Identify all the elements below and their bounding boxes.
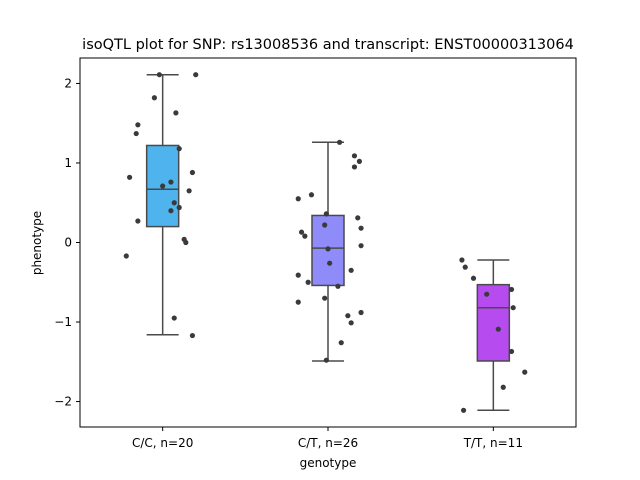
data-point <box>135 218 141 224</box>
data-point <box>295 272 301 278</box>
data-point <box>508 286 515 293</box>
data-point <box>510 305 516 311</box>
data-point <box>327 260 333 266</box>
data-point <box>522 369 528 375</box>
data-point <box>123 253 129 259</box>
data-point <box>355 215 361 221</box>
data-point <box>183 239 189 246</box>
data-point <box>295 299 301 305</box>
y-tick-label: 2 <box>64 76 72 90</box>
y-tick-label: 0 <box>64 236 72 250</box>
data-point <box>460 407 467 413</box>
data-point <box>186 188 192 194</box>
data-point <box>173 110 179 116</box>
data-point <box>133 130 139 137</box>
data-point <box>358 225 364 231</box>
data-point <box>168 179 174 185</box>
data-point <box>348 320 354 326</box>
y-tick-label: −1 <box>54 315 72 329</box>
data-point <box>168 208 174 214</box>
data-point <box>127 174 133 180</box>
data-point <box>298 229 305 235</box>
y-tick-label: −2 <box>54 395 72 409</box>
data-point <box>470 275 477 281</box>
x-tick-label: C/C, n=20 <box>132 436 193 450</box>
data-point <box>356 158 363 164</box>
data-point <box>193 72 199 78</box>
data-point <box>325 246 331 252</box>
data-point <box>323 211 329 217</box>
box-group <box>311 141 345 362</box>
x-axis-label: genotype <box>300 456 357 470</box>
x-tick-label: C/T, n=26 <box>298 436 358 450</box>
chart-title: isoQTL plot for SNP: rs13008536 and tran… <box>82 37 574 53</box>
data-point <box>322 222 328 228</box>
x-tick-label: T/T, n=11 <box>463 436 523 450</box>
data-point <box>348 267 354 273</box>
y-axis: 2 1 0 −1 −2 <box>54 76 80 409</box>
data-point <box>338 340 344 346</box>
data-point <box>358 309 364 316</box>
data-point <box>189 169 196 176</box>
data-point <box>322 295 328 301</box>
data-point <box>500 384 506 390</box>
y-tick-label: 1 <box>64 156 72 170</box>
data-point <box>345 313 351 319</box>
data-point <box>156 72 162 78</box>
data-point <box>135 122 141 128</box>
data-point <box>295 196 301 202</box>
data-point <box>336 139 343 145</box>
data-point <box>462 264 468 270</box>
data-point <box>351 164 358 170</box>
data-point <box>358 243 364 249</box>
data-point <box>171 200 177 206</box>
y-axis-label: phenotype <box>30 211 44 275</box>
data-point <box>189 332 196 339</box>
data-point <box>508 348 515 355</box>
data-point <box>151 95 157 101</box>
data-point <box>323 357 329 363</box>
data-point <box>171 315 177 321</box>
plot-area <box>123 72 528 413</box>
data-point <box>160 183 166 189</box>
box-group <box>476 259 511 412</box>
data-point <box>176 204 182 211</box>
x-axis: C/C, n=20 C/T, n=26 T/T, n=11 <box>132 427 523 450</box>
data-point <box>351 153 358 159</box>
data-point <box>459 257 465 263</box>
data-point <box>176 146 182 152</box>
box <box>476 283 511 362</box>
data-point <box>495 326 501 332</box>
data-point <box>302 233 308 239</box>
data-point <box>335 283 341 289</box>
data-point <box>305 279 311 285</box>
data-point <box>484 291 490 297</box>
data-point <box>308 192 315 198</box>
